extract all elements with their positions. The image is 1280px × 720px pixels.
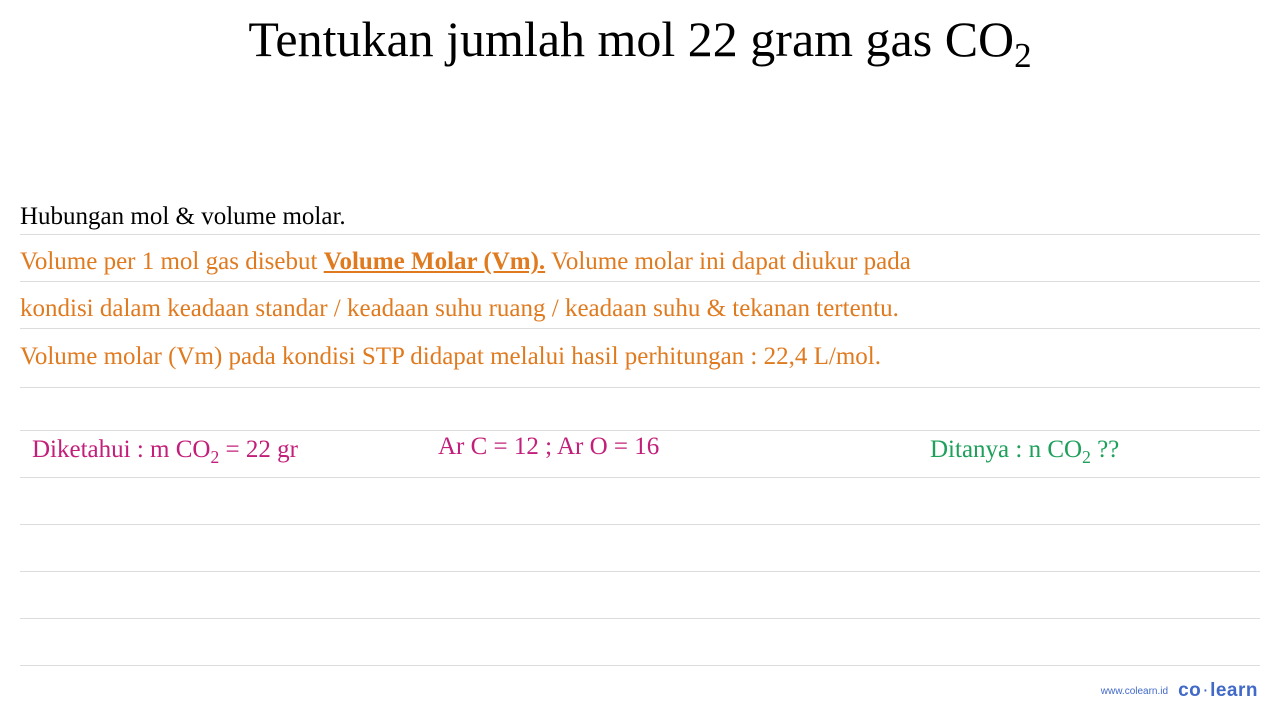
rule-line xyxy=(20,281,1260,282)
exp1-bold: Volume Molar (Vm). xyxy=(324,248,546,275)
explanation-line-1: Volume per 1 mol gas disebut Volume Mola… xyxy=(20,249,911,274)
page-title: Tentukan jumlah mol 22 gram gas CO2 xyxy=(0,12,1280,76)
diketahui-suffix: = 22 gr xyxy=(219,436,298,463)
rule-line xyxy=(20,328,1260,329)
explanation-line-3: Volume molar (Vm) pada kondisi STP didap… xyxy=(20,344,881,369)
ditanya-suffix: ?? xyxy=(1091,436,1119,463)
footer-logo: co·learn xyxy=(1178,680,1258,702)
subheading: Hubungan mol & volume molar. xyxy=(20,204,346,229)
rule-line xyxy=(20,665,1260,666)
rule-line xyxy=(20,477,1260,478)
explanation-line-2: kondisi dalam keadaan standar / keadaan … xyxy=(20,296,899,321)
exp1-c: Volume molar ini dapat diukur pada xyxy=(545,248,911,275)
exp1-a: Volume per 1 mol gas disebut xyxy=(20,248,324,275)
rule-line xyxy=(20,618,1260,619)
rule-line xyxy=(20,234,1260,235)
ditanya-sub: 2 xyxy=(1082,447,1091,467)
diketahui-prefix: Diketahui : m CO xyxy=(32,436,210,463)
diketahui: Diketahui : m CO2 = 22 gr xyxy=(32,437,298,467)
logo-part-b: learn xyxy=(1210,680,1258,701)
ditanya-prefix: Ditanya : n CO xyxy=(930,436,1082,463)
rule-line xyxy=(20,524,1260,525)
ruled-area: Hubungan mol & volume molar. Volume per … xyxy=(20,198,1260,666)
rule-line xyxy=(20,430,1260,431)
title-subscript: 2 xyxy=(1014,36,1032,75)
diketahui-sub: 2 xyxy=(210,447,219,467)
ar-values: Ar C = 12 ; Ar O = 16 xyxy=(438,434,659,459)
logo-dot: · xyxy=(1202,680,1209,701)
logo-part-a: co xyxy=(1178,680,1201,701)
footer: www.colearn.id co·learn xyxy=(1101,680,1258,702)
footer-url: www.colearn.id xyxy=(1101,686,1168,697)
rule-line xyxy=(20,571,1260,572)
title-text: Tentukan jumlah mol 22 gram gas CO xyxy=(248,11,1014,67)
rule-line xyxy=(20,387,1260,388)
ditanya: Ditanya : n CO2 ?? xyxy=(930,437,1119,467)
